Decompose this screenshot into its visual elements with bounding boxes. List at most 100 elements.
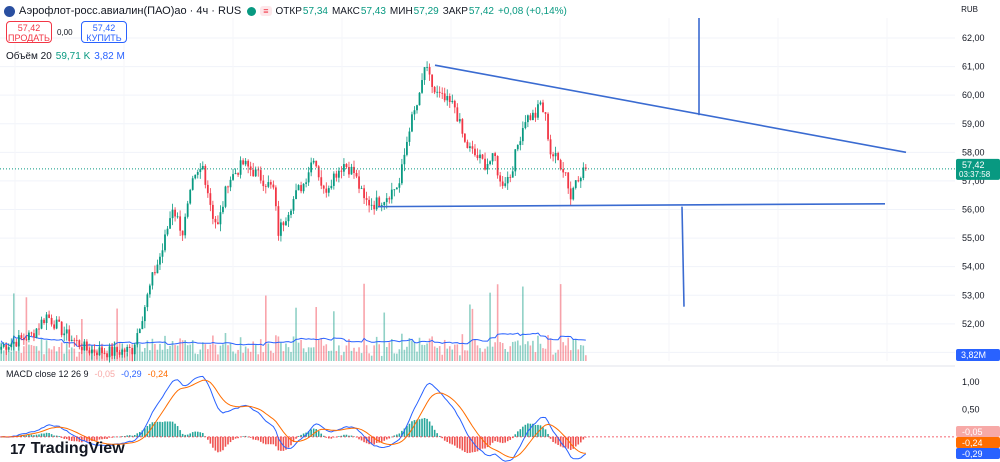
macd-hist-bar <box>30 434 33 437</box>
candle-body <box>53 324 56 329</box>
price-tick-label: 58,00 <box>962 147 985 157</box>
candle-body <box>133 344 136 355</box>
macd-hist-bar <box>25 435 28 437</box>
trendline-drawings[interactable] <box>377 18 907 307</box>
macd-hist-bar <box>86 436 88 442</box>
candle-body <box>496 156 499 176</box>
macd-hist-bar <box>222 436 224 451</box>
volume-bar <box>547 335 549 361</box>
candle-body <box>143 307 146 322</box>
macd-hist-bar <box>338 436 340 437</box>
candle-body <box>239 160 242 175</box>
currency-label[interactable]: RUB <box>961 5 978 14</box>
macd-hist-bar <box>169 421 171 437</box>
macd-hist-bar <box>161 422 164 437</box>
macd-hist-bar <box>413 420 416 437</box>
macd-hist-bar <box>365 436 368 444</box>
volume-bar <box>33 345 35 361</box>
volume-bar <box>499 342 501 361</box>
macd-hist-bar <box>459 436 461 449</box>
volume-bar <box>441 354 443 361</box>
candle-body <box>65 329 68 334</box>
candle-body <box>305 182 308 184</box>
high-label: МАКС <box>331 5 360 17</box>
tradingview-logo[interactable]: 17 TradingView <box>10 440 125 458</box>
volume-bar <box>348 339 350 361</box>
symbol-title[interactable]: Аэрофлот-росс.авиалин(ПАО)ао · 4ч · RUS <box>19 5 242 17</box>
volume-bar <box>277 336 280 361</box>
volume-bar <box>416 351 418 361</box>
candle-body <box>242 160 245 165</box>
volume-bar <box>411 340 413 361</box>
macd-axis[interactable]: 1,00 0,50 <box>962 377 980 415</box>
macd-legend[interactable]: MACD close 12 26 9 -0,05 -0,29 -0,24 <box>6 369 168 379</box>
macd-hist-bar <box>244 435 247 437</box>
volume-bar <box>350 350 353 361</box>
macd-hist-bar <box>242 436 244 437</box>
volume-bar <box>396 353 398 361</box>
macd-hist-bar <box>214 436 217 451</box>
macd-hist-bar <box>378 436 380 443</box>
macd-line-value: -0,29 <box>121 369 142 379</box>
macd-hist-bar <box>164 421 166 437</box>
macd-hist-bar <box>461 436 464 451</box>
candle-body <box>514 149 517 172</box>
candle-body <box>91 349 93 354</box>
last-price-label: 57,42 <box>962 160 985 170</box>
volume-bar <box>166 349 169 361</box>
candle-body <box>509 176 512 178</box>
volume-bar <box>224 333 227 361</box>
candle-body <box>486 164 489 170</box>
candle-body <box>335 173 338 178</box>
candle-body <box>249 166 252 170</box>
volume-bar <box>202 342 204 361</box>
volume-bar <box>464 350 466 361</box>
volume-ma-line <box>0 332 586 348</box>
candle-body <box>224 186 227 207</box>
macd-hist-bar <box>181 433 184 437</box>
candle-body <box>98 347 101 356</box>
volume-bar <box>317 339 320 361</box>
volume-bar <box>76 356 78 361</box>
candle-body <box>184 216 187 236</box>
volume-bar <box>45 340 48 361</box>
buy-button[interactable]: 57,42 КУПИТЬ <box>81 21 127 43</box>
volume-bar <box>456 344 459 361</box>
macd-hist-bar <box>237 436 239 439</box>
volume-bar <box>204 344 207 361</box>
candle-body <box>368 199 371 206</box>
macd-hist-bar <box>499 436 501 443</box>
macd-hist-bar <box>469 436 471 453</box>
price-axis[interactable]: 62,00 61,00 60,00 59,00 58,00 57,00 56,00 55,00… <box>962 33 985 357</box>
volume-bar <box>194 353 197 361</box>
macd-hist-bar <box>401 430 403 437</box>
macd-hist-bar <box>396 434 398 437</box>
symbol-logo-icon <box>4 5 15 17</box>
flag-icon[interactable]: ≡ <box>260 6 272 16</box>
volume-bar <box>181 340 184 361</box>
volume-legend[interactable]: Объём 20 59,71 K 3,82 M <box>6 51 125 62</box>
macd-hist-bar <box>511 436 514 439</box>
candle-body <box>375 197 378 210</box>
high-value: 57,43 <box>360 5 386 17</box>
volume-bar <box>380 355 383 361</box>
macd-hist-bar <box>249 436 252 438</box>
volume-bar <box>222 344 224 361</box>
volume-ma-value: 3,82 M <box>94 51 125 62</box>
macd-hist-bar <box>81 436 83 443</box>
candle-body <box>519 141 522 146</box>
volume-bar <box>360 353 363 361</box>
candle-body <box>526 115 529 123</box>
candle-body <box>557 152 560 161</box>
candle-body <box>257 169 260 171</box>
sell-button[interactable]: 57,42 ПРОДАТЬ <box>6 21 52 43</box>
macd-hist-bar <box>141 430 144 437</box>
volume-bar <box>229 342 232 361</box>
macd-hist-bar <box>418 419 421 437</box>
macd-hist-bar <box>45 432 48 437</box>
macd-hist-bar <box>574 436 577 447</box>
candle-body <box>302 183 305 192</box>
macd-hist-bar <box>113 436 116 438</box>
candle-body <box>2 344 5 347</box>
